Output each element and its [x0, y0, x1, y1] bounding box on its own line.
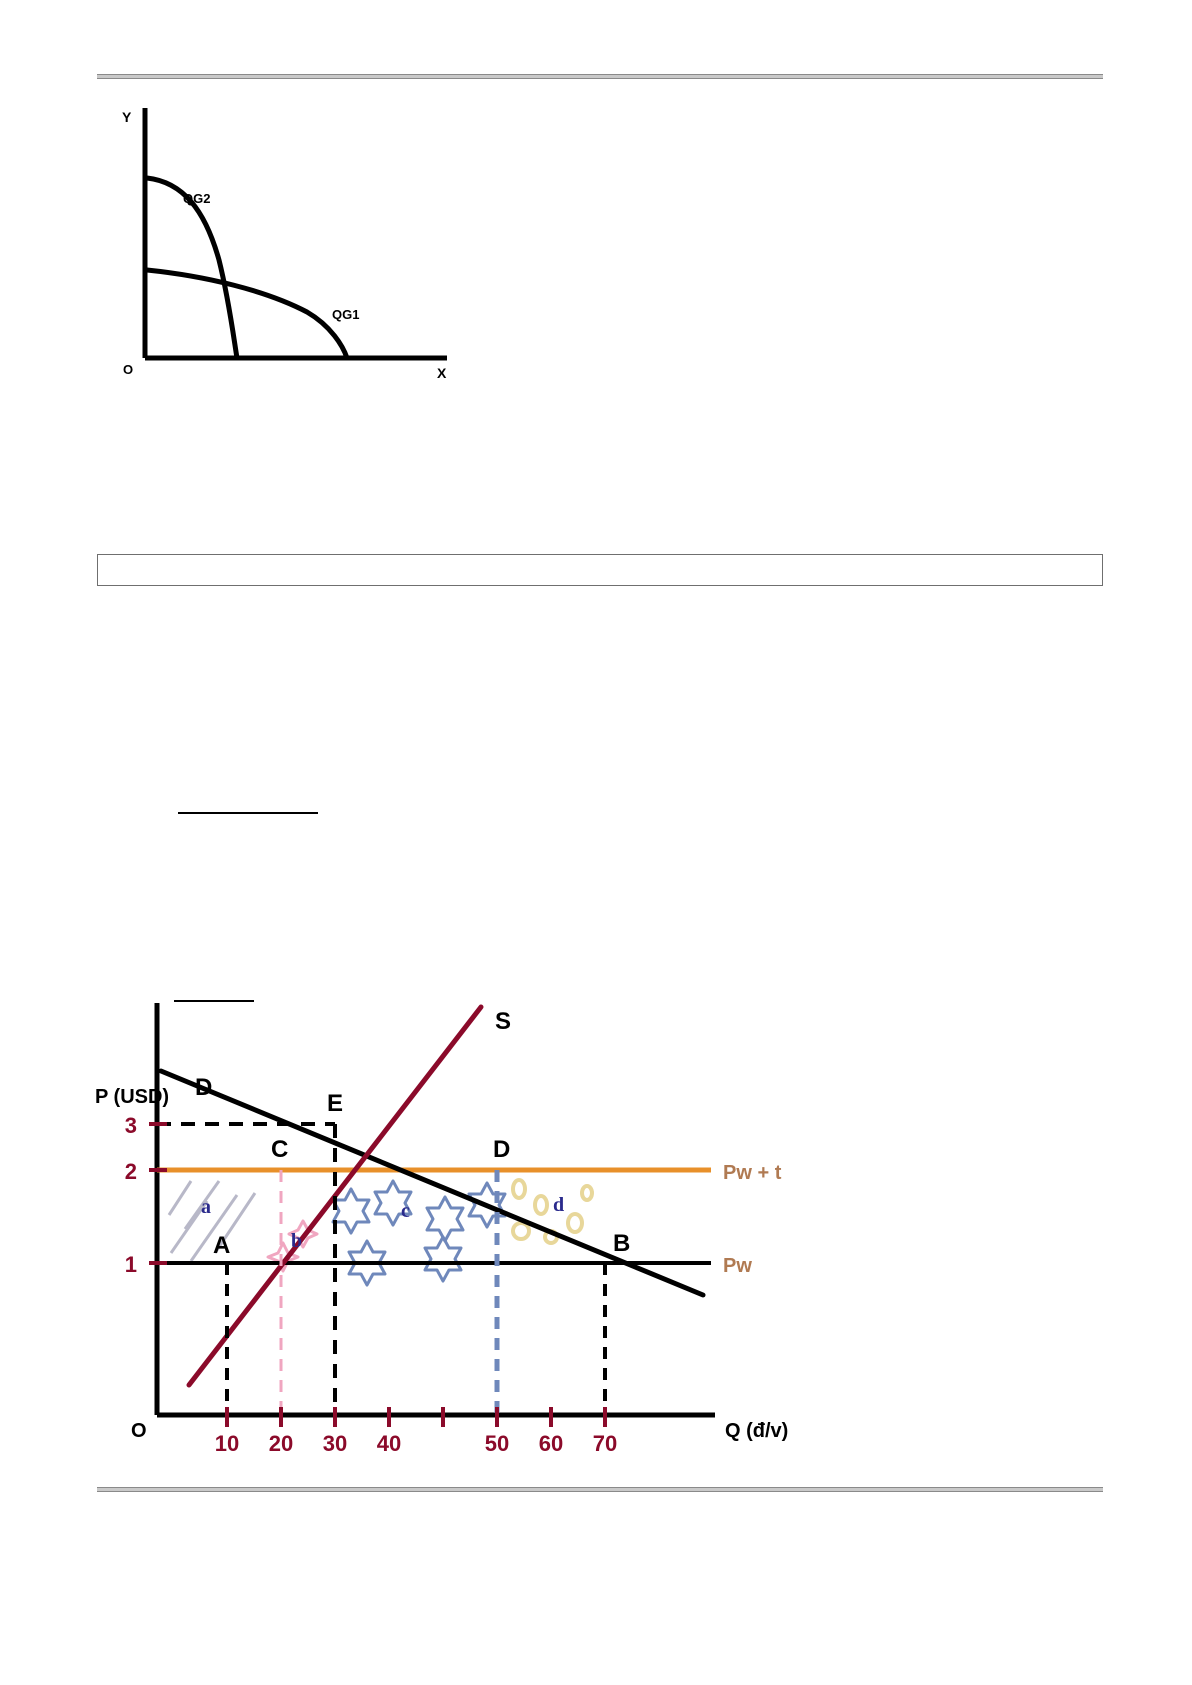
point-label-c: C: [271, 1136, 288, 1163]
area-c-markers: [331, 1179, 507, 1287]
area-d-markers: [511, 1178, 594, 1245]
ppf-label-qg1: QG1: [332, 307, 359, 322]
area-label-c: c: [401, 1200, 410, 1222]
y-tick-label-1: 1: [125, 1252, 137, 1277]
label-pw: Pw: [723, 1255, 752, 1277]
point-label-d: D: [493, 1136, 510, 1163]
tariff-svg: 10 20 30 40 50 60 70 3 2 1 P (USD) Q (đ/…: [95, 1003, 788, 1456]
figure-tariff-diagram: 10 20 30 40 50 60 70 3 2 1 P (USD) Q (đ/…: [95, 985, 815, 1456]
ppf-y-axis-label: Y: [122, 109, 132, 125]
x-tick-label-30: 30: [323, 1431, 347, 1456]
point-label-e: E: [327, 1090, 343, 1117]
y-tick-label-3: 3: [125, 1113, 137, 1138]
tariff-supply-label: S: [495, 1008, 511, 1035]
ppf-origin-label: O: [123, 362, 133, 377]
ppf-curve-qg1: [144, 267, 350, 361]
tariff-x-axis-label: Q (đ/v): [725, 1420, 788, 1442]
x-tick-label-70: 70: [593, 1431, 617, 1456]
x-tick-label-40: 40: [377, 1431, 401, 1456]
y-tick-label-2: 2: [125, 1159, 137, 1184]
tariff-y-axis-label: P (USD): [95, 1086, 169, 1108]
area-label-b: b: [291, 1230, 302, 1252]
tariff-origin-label: O: [131, 1420, 147, 1442]
point-label-a: A: [213, 1232, 230, 1259]
x-axis-ticks: [225, 1407, 607, 1427]
point-label-b: B: [613, 1230, 630, 1257]
x-tick-label-10: 10: [215, 1431, 239, 1456]
tariff-demand-curve: [158, 1068, 706, 1298]
ppf-svg: Y X O QG2 QG1: [122, 108, 447, 381]
ppf-x-axis-label: X: [437, 365, 447, 381]
tariff-demand-label: D: [195, 1074, 212, 1101]
footer-rule: [97, 1487, 1103, 1492]
header-rule: [97, 74, 1103, 79]
label-pw-plus-t: Pw + t: [723, 1162, 782, 1184]
x-tick-label-50: 50: [485, 1431, 509, 1456]
blank-underline-1: [178, 812, 318, 814]
ppf-label-qg2: QG2: [183, 191, 210, 206]
area-a-hatch: [167, 1180, 257, 1262]
x-tick-label-60: 60: [539, 1431, 563, 1456]
x-tick-label-20: 20: [269, 1431, 293, 1456]
answer-box[interactable]: [97, 554, 1103, 586]
ppf-curve-qg2: [144, 175, 240, 361]
blank-underline-2: [174, 1000, 254, 1002]
area-label-d: d: [553, 1194, 564, 1216]
figure-ppf: Y X O QG2 QG1: [95, 100, 495, 400]
area-label-a: a: [201, 1196, 211, 1218]
